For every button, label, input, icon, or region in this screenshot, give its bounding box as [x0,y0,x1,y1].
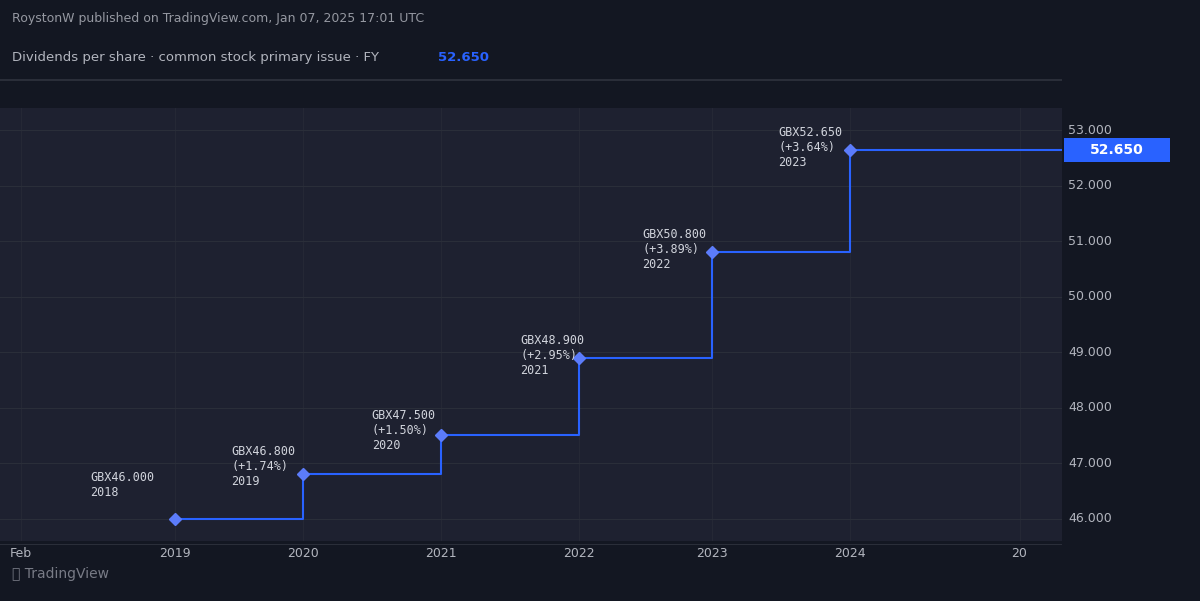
Text: 2019: 2019 [160,547,191,560]
Text: 2021: 2021 [425,547,456,560]
Text: GBX46.800
(+1.74%)
2019: GBX46.800 (+1.74%) 2019 [232,445,295,488]
Text: 53.000: 53.000 [1068,124,1112,137]
Text: 2023: 2023 [696,547,727,560]
Text: 52.000: 52.000 [1068,179,1112,192]
Text: 47.000: 47.000 [1068,457,1112,470]
Text: GBX48.900
(+2.95%)
2021: GBX48.900 (+2.95%) 2021 [521,334,584,377]
Text: 48.000: 48.000 [1068,401,1112,414]
Text: GBX52.650
(+3.64%)
2023: GBX52.650 (+3.64%) 2023 [779,126,842,169]
Text: 20: 20 [1012,547,1027,560]
Text: 46.000: 46.000 [1068,512,1111,525]
Text: 52.650: 52.650 [1091,143,1144,157]
Text: 50.000: 50.000 [1068,290,1112,304]
Text: RoystonW published on TradingView.com, Jan 07, 2025 17:01 UTC: RoystonW published on TradingView.com, J… [12,11,424,25]
Text: GBX46.000
2018: GBX46.000 2018 [90,471,155,499]
Text: Dividends per share · common stock primary issue · FY: Dividends per share · common stock prima… [12,51,383,64]
Text: 49.000: 49.000 [1068,346,1111,359]
Text: GBX50.800
(+3.89%)
2022: GBX50.800 (+3.89%) 2022 [642,228,707,270]
Text: 2024: 2024 [834,547,865,560]
Text: ⧳ TradingView: ⧳ TradingView [12,567,109,581]
Text: GBX47.500
(+1.50%)
2020: GBX47.500 (+1.50%) 2020 [372,409,436,452]
Text: Feb: Feb [10,547,32,560]
Text: 51.000: 51.000 [1068,235,1112,248]
Text: 2022: 2022 [563,547,595,560]
Text: 52.650: 52.650 [438,51,490,64]
Text: 2020: 2020 [287,547,318,560]
